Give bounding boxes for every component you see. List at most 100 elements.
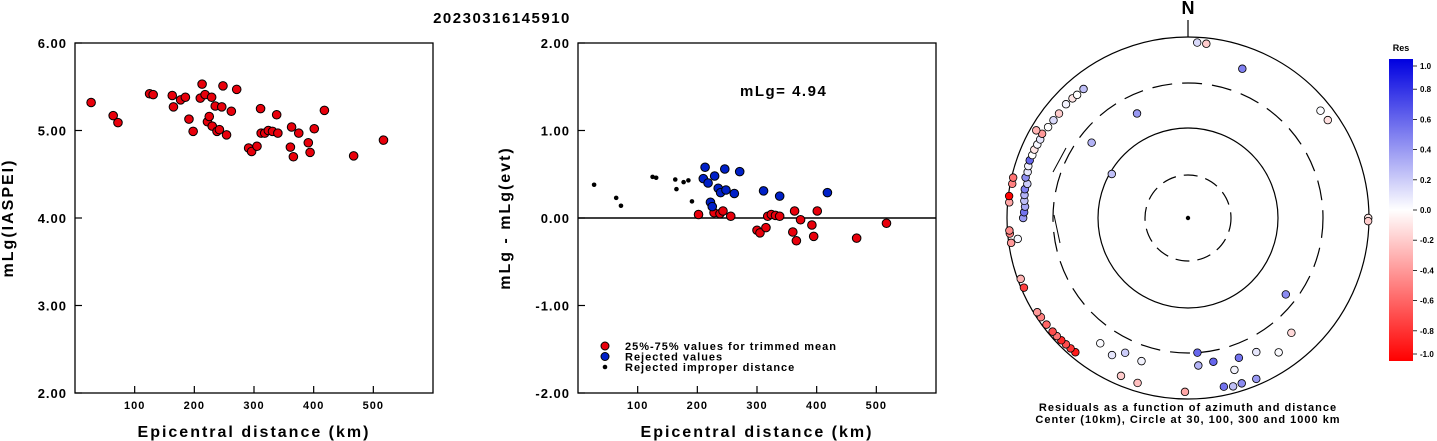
station-point xyxy=(1061,100,1071,109)
magnitude-point xyxy=(305,147,315,158)
station-point xyxy=(1194,361,1203,370)
residual-y-tick-label: -2.00 xyxy=(535,386,570,401)
station-point xyxy=(1049,116,1058,125)
residual-y-tick-label: -1.00 xyxy=(535,299,570,314)
magnitude-point xyxy=(348,151,359,161)
magnitude-point xyxy=(221,130,232,140)
improper-distance-point xyxy=(689,199,695,204)
magnitude-point xyxy=(271,109,282,120)
residual-colorbar: Res 1.0 0.8 0.6 0.4 0.2 0.0 -0.2 -0.4 -0.6 -0.8 -1… xyxy=(1389,43,1434,361)
station-point xyxy=(1132,109,1142,118)
improper-distance-point xyxy=(672,177,678,182)
legend-label: Rejected values xyxy=(625,352,723,364)
polar-caption-line-2: Center (10km), Circle at 30, 100, 300 an… xyxy=(1035,414,1340,426)
colorbar-tick-label: -0.6 xyxy=(1420,297,1434,306)
station-point xyxy=(1032,126,1041,135)
station-point xyxy=(1193,348,1202,357)
colorbar-tick-label: -1.0 xyxy=(1420,350,1434,359)
colorbar-gradient xyxy=(1389,59,1413,361)
residual-x-tick-label: 300 xyxy=(746,400,767,412)
station-point xyxy=(1079,84,1088,94)
magnitude-y-tick-label: 2.00 xyxy=(38,386,67,401)
station-point xyxy=(1054,109,1064,118)
ring-100km xyxy=(1097,127,1279,309)
station-point xyxy=(1107,350,1117,360)
colorbar-tick-label: 0.0 xyxy=(1420,206,1432,215)
magnitude-y-tick-label: 3.00 xyxy=(38,299,67,314)
station-point xyxy=(1237,379,1246,388)
magnitude-point xyxy=(148,89,158,100)
magnitude-point xyxy=(168,102,179,112)
station-point xyxy=(1042,320,1051,329)
magnitude-point xyxy=(293,128,304,138)
magnitude-point xyxy=(231,84,242,95)
residual-legend: 25%-75% values for trimmed meanRejected … xyxy=(600,341,836,374)
colorbar-tick-label: -0.4 xyxy=(1420,266,1434,275)
magnitude-point xyxy=(108,110,118,121)
trimmed-mean-point xyxy=(761,222,771,233)
magnitude-points xyxy=(86,79,389,162)
magnitude-x-label: Epicentral distance (km) xyxy=(138,424,371,441)
trimmed-mean-point xyxy=(718,206,728,216)
trimmed-mean-point xyxy=(774,211,785,222)
residual-x-tick-label: 200 xyxy=(687,400,708,412)
epicenter-dot xyxy=(1185,215,1191,221)
improper-distance-point xyxy=(650,174,655,180)
station-point xyxy=(1008,173,1018,182)
magnitude-point xyxy=(180,92,191,103)
station-point xyxy=(1281,290,1291,299)
residual-y-label: mLg - mLg(evt) xyxy=(497,146,514,290)
magnitude-plot-frame xyxy=(74,42,434,394)
magnitude-x-tick-label: 300 xyxy=(243,400,264,412)
trimmed-mean-point xyxy=(795,214,806,225)
station-point xyxy=(1137,356,1146,366)
station-point xyxy=(1219,382,1229,391)
magnitude-point xyxy=(206,92,217,103)
rejected-point xyxy=(774,191,785,201)
azimuth-distance-plot: N Residuals as a function of azimuth and… xyxy=(1004,0,1373,426)
trimmed-mean-point xyxy=(788,227,798,237)
magnitude-point xyxy=(226,106,237,117)
magnitude-x-tick-label: 200 xyxy=(184,400,205,412)
magnitude-point xyxy=(286,122,297,132)
ring-300km xyxy=(1052,82,1324,354)
magnitude-point xyxy=(167,90,178,101)
residual-points xyxy=(591,162,892,246)
residual-x-tick-label: 100 xyxy=(627,400,648,412)
station-point xyxy=(1006,238,1016,248)
legend-marker xyxy=(600,352,610,361)
station-point xyxy=(1274,348,1283,357)
legend-marker xyxy=(602,364,608,370)
magnitude-point xyxy=(309,123,320,134)
magnitude-y-tick-label: 5.00 xyxy=(38,124,67,139)
residual-x-ticks: 100 200 300 400 500 xyxy=(627,386,886,412)
station-point xyxy=(1019,283,1029,292)
trimmed-mean-point xyxy=(791,235,802,246)
station-point xyxy=(1096,339,1105,348)
station-point xyxy=(1043,122,1053,132)
trimmed-mean-point xyxy=(807,220,817,230)
station-point xyxy=(1133,378,1142,388)
ring-30km xyxy=(1144,174,1232,262)
improper-distance-point xyxy=(674,186,679,192)
mean-magnitude-annotation: mLg= 4.94 xyxy=(740,83,827,100)
magnitude-x-tick-label: 100 xyxy=(124,400,145,412)
station-point xyxy=(1316,106,1325,115)
station-point xyxy=(1107,169,1116,179)
station-point xyxy=(1180,387,1190,397)
colorbar-tick-label: -0.8 xyxy=(1420,327,1434,336)
trimmed-mean-point xyxy=(808,231,819,242)
station-point xyxy=(1116,371,1126,381)
trimmed-mean-point xyxy=(812,206,823,216)
magnitude-point xyxy=(255,103,266,114)
station-point xyxy=(1363,216,1373,226)
colorbar-tick-label: 1.0 xyxy=(1420,62,1432,71)
station-cluster-marks xyxy=(1052,147,1067,244)
station-point xyxy=(1087,138,1096,147)
residual-y-tick-label: 0.00 xyxy=(541,211,570,226)
rejected-point xyxy=(822,187,833,198)
legend-marker xyxy=(600,341,610,351)
rejected-point xyxy=(700,162,710,173)
colorbar-ticks: 1.0 0.8 0.6 0.4 0.2 0.0 -0.2 -0.4 -0.6 -0.8 -1.0 xyxy=(1413,62,1434,359)
